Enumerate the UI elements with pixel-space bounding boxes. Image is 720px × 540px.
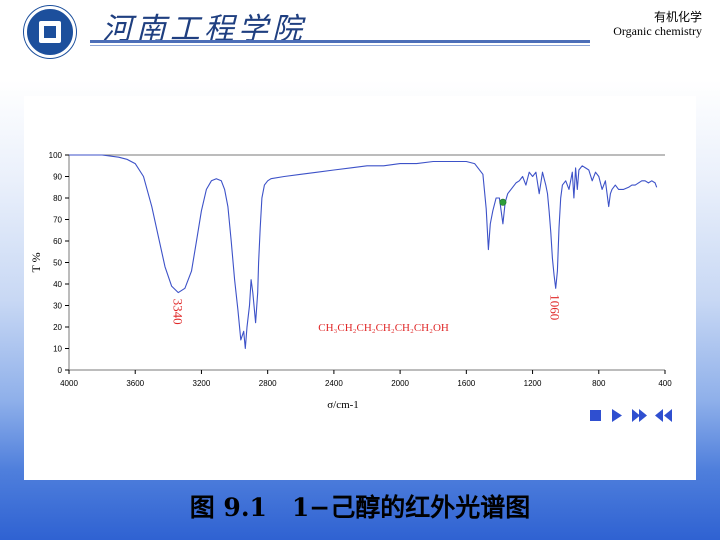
slide-navigation: [588, 406, 678, 426]
y-tick-label: 60: [53, 237, 62, 246]
x-tick-label: 2000: [391, 379, 409, 388]
ir-spectrum-chart: 0 10 20 30 40 50 60 70 80 90 100 4000 3600 3200 2800 24…: [29, 151, 672, 411]
y-tick-label: 80: [53, 194, 62, 203]
x-tick-label: 1600: [457, 379, 475, 388]
x-tick-label: 2400: [325, 379, 343, 388]
ir-spectrum-panel: 0 10 20 30 40 50 60 70 80 90 100 4000 3600 3200 2800 24…: [24, 96, 696, 480]
y-tick-label: 20: [53, 323, 62, 332]
peak-label-3340: 3340: [170, 299, 185, 325]
x-tick-label: 1200: [524, 379, 542, 388]
y-tick-label: 10: [53, 345, 62, 354]
x-tick-label: 400: [658, 379, 672, 388]
y-tick-label: 30: [53, 302, 62, 311]
course-title-cn: 有机化学: [653, 10, 702, 24]
y-tick-label: 50: [53, 259, 62, 268]
peak-label-1060: 1060: [548, 294, 563, 320]
y-tick-label: 40: [53, 280, 62, 289]
header-divider: [90, 40, 590, 43]
course-title-en: Organic chemistry: [613, 24, 702, 38]
x-tick-label: 3600: [126, 379, 144, 388]
x-tick-label: 800: [592, 379, 606, 388]
play-icon[interactable]: [612, 409, 622, 422]
x-axis-label: σ/cm-1: [327, 399, 359, 411]
rewind-icon[interactable]: [655, 409, 672, 422]
spectrum-line: [69, 154, 658, 350]
y-tick-label: 100: [49, 151, 63, 160]
header-divider-thin: [90, 45, 590, 46]
school-logo: [24, 6, 76, 58]
fast-forward-icon[interactable]: [632, 409, 647, 422]
x-tick-label: 3200: [193, 379, 211, 388]
y-tick-label: 70: [53, 216, 62, 225]
formula-label: CH₃CH₂CH₂CH₂CH₂CH₂OH: [318, 322, 449, 334]
stop-icon[interactable]: [590, 410, 601, 421]
y-tick-label: 90: [53, 173, 62, 182]
data-marker: [499, 198, 507, 206]
x-tick-label: 2800: [259, 379, 277, 388]
y-axis-label: T %: [29, 252, 43, 272]
x-tick-label: 4000: [60, 379, 78, 388]
figure-caption: 图 9.1 1−己醇的红外光谱图: [189, 493, 531, 522]
y-tick-label: 0: [58, 366, 63, 375]
